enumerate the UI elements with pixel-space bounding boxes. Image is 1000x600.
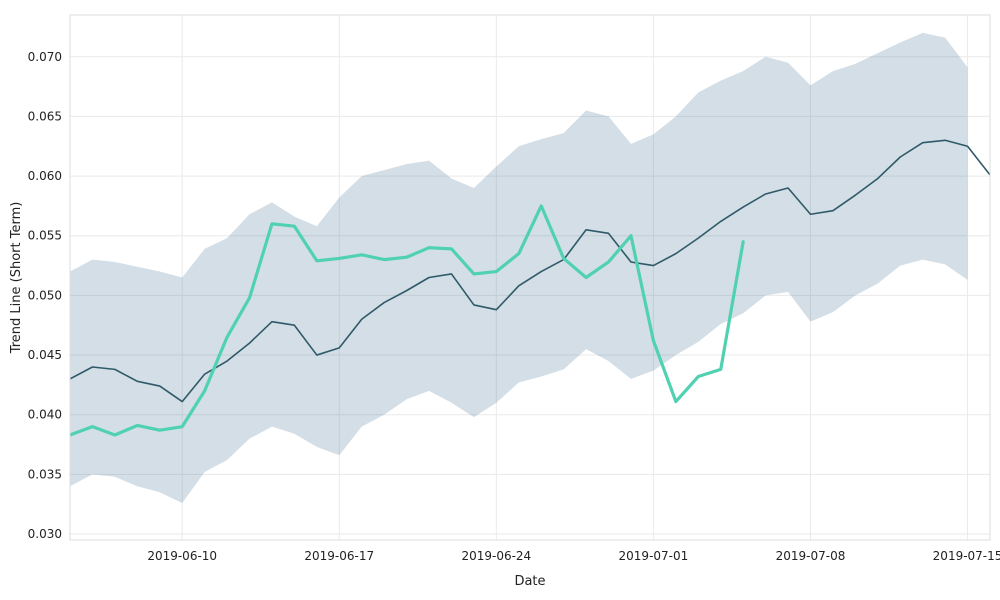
x-axis-label: Date [514, 574, 545, 589]
svg-text:0.060: 0.060 [28, 169, 62, 183]
svg-text:0.045: 0.045 [28, 348, 62, 362]
svg-text:2019-06-24: 2019-06-24 [461, 549, 531, 563]
trend-line-chart: 0.030 0.035 0.040 0.045 0.050 0.055 0.060 0.065… [0, 0, 1000, 600]
chart-svg: 0.030 0.035 0.040 0.045 0.050 0.055 0.060 0.065… [0, 0, 1000, 600]
svg-text:0.065: 0.065 [28, 109, 62, 123]
svg-text:0.035: 0.035 [28, 467, 62, 481]
svg-text:0.050: 0.050 [28, 288, 62, 302]
svg-text:0.055: 0.055 [28, 229, 62, 243]
svg-text:0.070: 0.070 [28, 50, 62, 64]
svg-text:2019-07-15: 2019-07-15 [933, 549, 1000, 563]
svg-text:2019-06-17: 2019-06-17 [304, 549, 374, 563]
y-axis-label: Trend Line (Short Term) [9, 202, 24, 355]
svg-text:2019-07-08: 2019-07-08 [776, 549, 846, 563]
svg-text:0.040: 0.040 [28, 408, 62, 422]
svg-text:2019-06-10: 2019-06-10 [147, 549, 217, 563]
svg-text:0.030: 0.030 [28, 527, 62, 541]
svg-text:2019-07-01: 2019-07-01 [619, 549, 689, 563]
